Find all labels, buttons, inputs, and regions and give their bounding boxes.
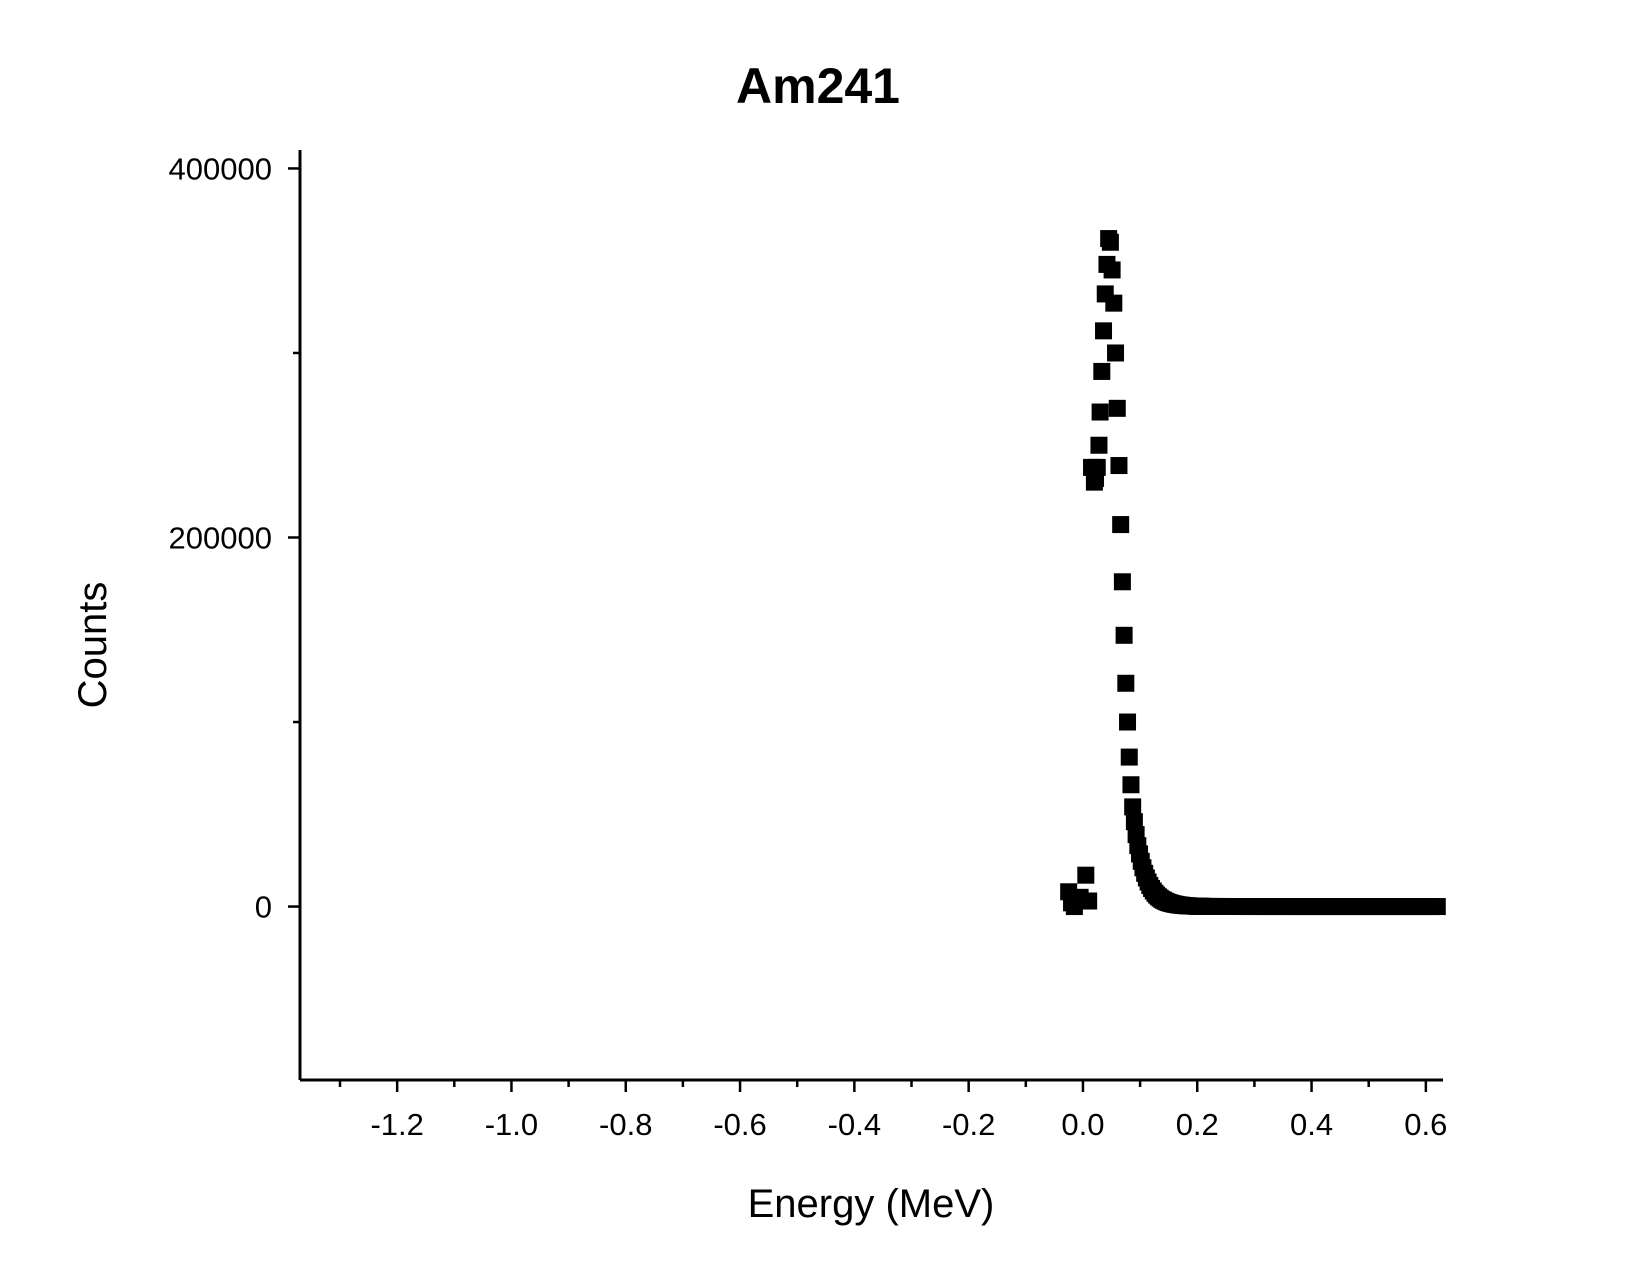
data-point: [1120, 748, 1138, 766]
data-points: [1060, 230, 1446, 916]
data-point: [1119, 713, 1137, 731]
data-point: [1093, 362, 1111, 380]
data-point: [1113, 573, 1131, 591]
data-point: [1108, 399, 1126, 417]
data-point: [1091, 403, 1109, 421]
data-point: [1122, 776, 1140, 794]
data-point: [1088, 458, 1106, 476]
x-tick-label: 0.6: [1404, 1107, 1447, 1142]
data-point: [1080, 892, 1098, 910]
y-tick-label: 400000: [169, 151, 272, 186]
data-point: [1428, 898, 1446, 916]
data-point: [1110, 457, 1128, 475]
data-point: [1095, 322, 1113, 340]
x-axis-label: Energy (MeV): [748, 1182, 995, 1226]
y-tick-label: 0: [255, 890, 272, 925]
data-point: [1107, 344, 1125, 362]
x-tick-label: -0.2: [942, 1107, 995, 1142]
x-tick-label: 0.4: [1290, 1107, 1333, 1142]
data-point: [1125, 813, 1143, 831]
data-point: [1117, 674, 1135, 692]
data-point: [1090, 436, 1108, 454]
data-point: [1124, 798, 1142, 816]
x-tick-label: -1.0: [485, 1107, 538, 1142]
y-tick-label: 200000: [169, 521, 272, 556]
x-tick-label: 0.0: [1061, 1107, 1104, 1142]
data-point: [1105, 294, 1123, 312]
chart-title: Am241: [736, 58, 900, 114]
tick-labels: -1.2 -1.0 -0.8 -0.6 -0.4 -0.2 0.0 0.2 0.4 0.6 0 200…: [169, 151, 1448, 1142]
data-point: [1103, 261, 1121, 279]
ticks: [288, 167, 1428, 1092]
data-point: [1112, 516, 1130, 534]
x-tick-label: -0.4: [828, 1107, 881, 1142]
data-point: [1101, 233, 1119, 251]
x-tick-label: -0.8: [599, 1107, 652, 1142]
x-tick-label: -0.6: [713, 1107, 766, 1142]
y-axis-label: Counts: [71, 582, 115, 709]
data-point: [1115, 626, 1133, 644]
x-tick-label: -1.2: [370, 1107, 423, 1142]
axes: [298, 150, 1443, 1082]
data-point: [1077, 866, 1095, 884]
x-tick-label: 0.2: [1176, 1107, 1219, 1142]
